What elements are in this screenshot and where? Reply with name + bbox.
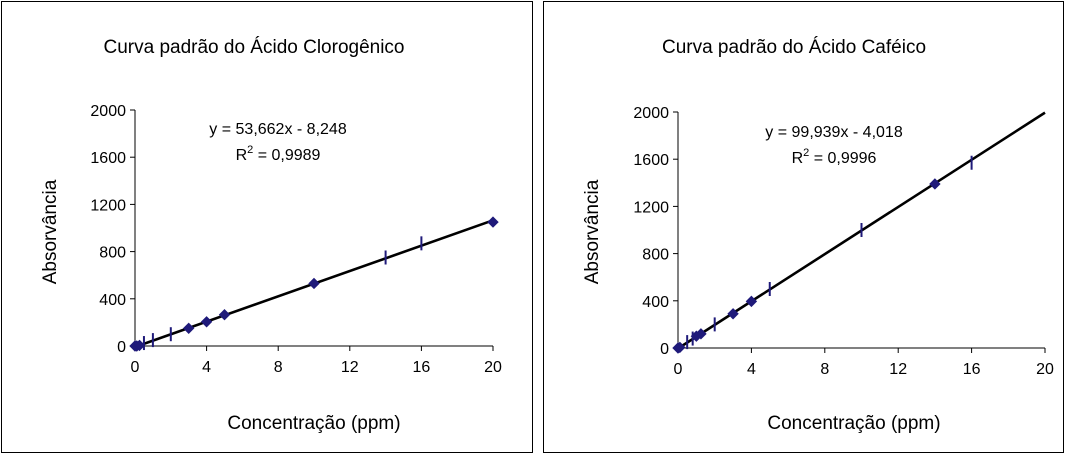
y-tick-label: 400 bbox=[642, 294, 669, 311]
chart-title: Curva padrão do Ácido Caféico bbox=[662, 37, 926, 58]
y-tick-label: 0 bbox=[117, 339, 126, 356]
x-axis-label: Concentração (ppm) bbox=[767, 413, 940, 434]
x-tick-label: 16 bbox=[963, 361, 981, 378]
y-tick-label: 2000 bbox=[90, 103, 126, 120]
y-axis-label: Absorvância bbox=[40, 179, 61, 284]
chart-title: Curva padrão do Ácido Clorogênico bbox=[103, 37, 404, 58]
y-tick-label: 400 bbox=[99, 292, 126, 309]
x-tick-label: 8 bbox=[274, 359, 283, 376]
data-point-diamond bbox=[133, 339, 146, 352]
trendline-equation: y = 53,662x - 8,248 bbox=[209, 121, 347, 138]
r-squared-label: R2 = 0,9996 bbox=[792, 147, 877, 167]
x-tick-label: 12 bbox=[889, 361, 907, 378]
y-tick-label: 800 bbox=[99, 245, 126, 262]
data-point-diamond bbox=[218, 309, 231, 321]
chart-panel-cafeico: Curva padrão do Ácido Caféico y = 99,939… bbox=[543, 1, 1064, 453]
data-point-diamond bbox=[487, 216, 499, 228]
data-point-diamond bbox=[674, 341, 686, 354]
data-point-diamond bbox=[308, 277, 320, 290]
y-tick-label: 1200 bbox=[90, 197, 126, 214]
r-squared-label: R2 = 0,9989 bbox=[236, 144, 321, 164]
chart-panel-clorogenico: Curva padrão do Ácido Clorogênico y = 53… bbox=[1, 1, 533, 453]
x-tick-label: 4 bbox=[202, 359, 211, 376]
y-tick-label: 1600 bbox=[90, 150, 126, 167]
x-tick-label: 20 bbox=[484, 359, 502, 376]
y-axis-label: Absorvância bbox=[582, 179, 603, 284]
data-point-diamond bbox=[929, 178, 941, 190]
y-tick-label: 2000 bbox=[633, 105, 669, 122]
data-point-diamond bbox=[745, 295, 758, 308]
y-tick-label: 800 bbox=[642, 247, 669, 264]
x-tick-label: 0 bbox=[674, 361, 683, 378]
x-tick-label: 12 bbox=[341, 359, 359, 376]
x-axis-label: Concentração (ppm) bbox=[227, 413, 400, 434]
x-tick-label: 8 bbox=[820, 361, 829, 378]
x-tick-label: 0 bbox=[131, 359, 140, 376]
data-point-diamond bbox=[182, 322, 195, 335]
y-tick-label: 1600 bbox=[633, 152, 669, 169]
data-point-diamond bbox=[727, 308, 739, 320]
y-tick-label: 0 bbox=[660, 341, 669, 358]
x-tick-label: 4 bbox=[747, 361, 756, 378]
x-tick-label: 16 bbox=[413, 359, 431, 376]
x-tick-label: 20 bbox=[1036, 361, 1054, 378]
data-point-diamond bbox=[200, 316, 213, 328]
data-point-diamond bbox=[695, 328, 707, 340]
chart-cafeico: Curva padrão do Ácido Caféico y = 99,939… bbox=[582, 37, 1054, 434]
y-tick-label: 1200 bbox=[633, 199, 669, 216]
chart-clorogenico: Curva padrão do Ácido Clorogênico y = 53… bbox=[40, 37, 502, 434]
trendline-equation: y = 99,939x - 4,018 bbox=[765, 124, 903, 141]
